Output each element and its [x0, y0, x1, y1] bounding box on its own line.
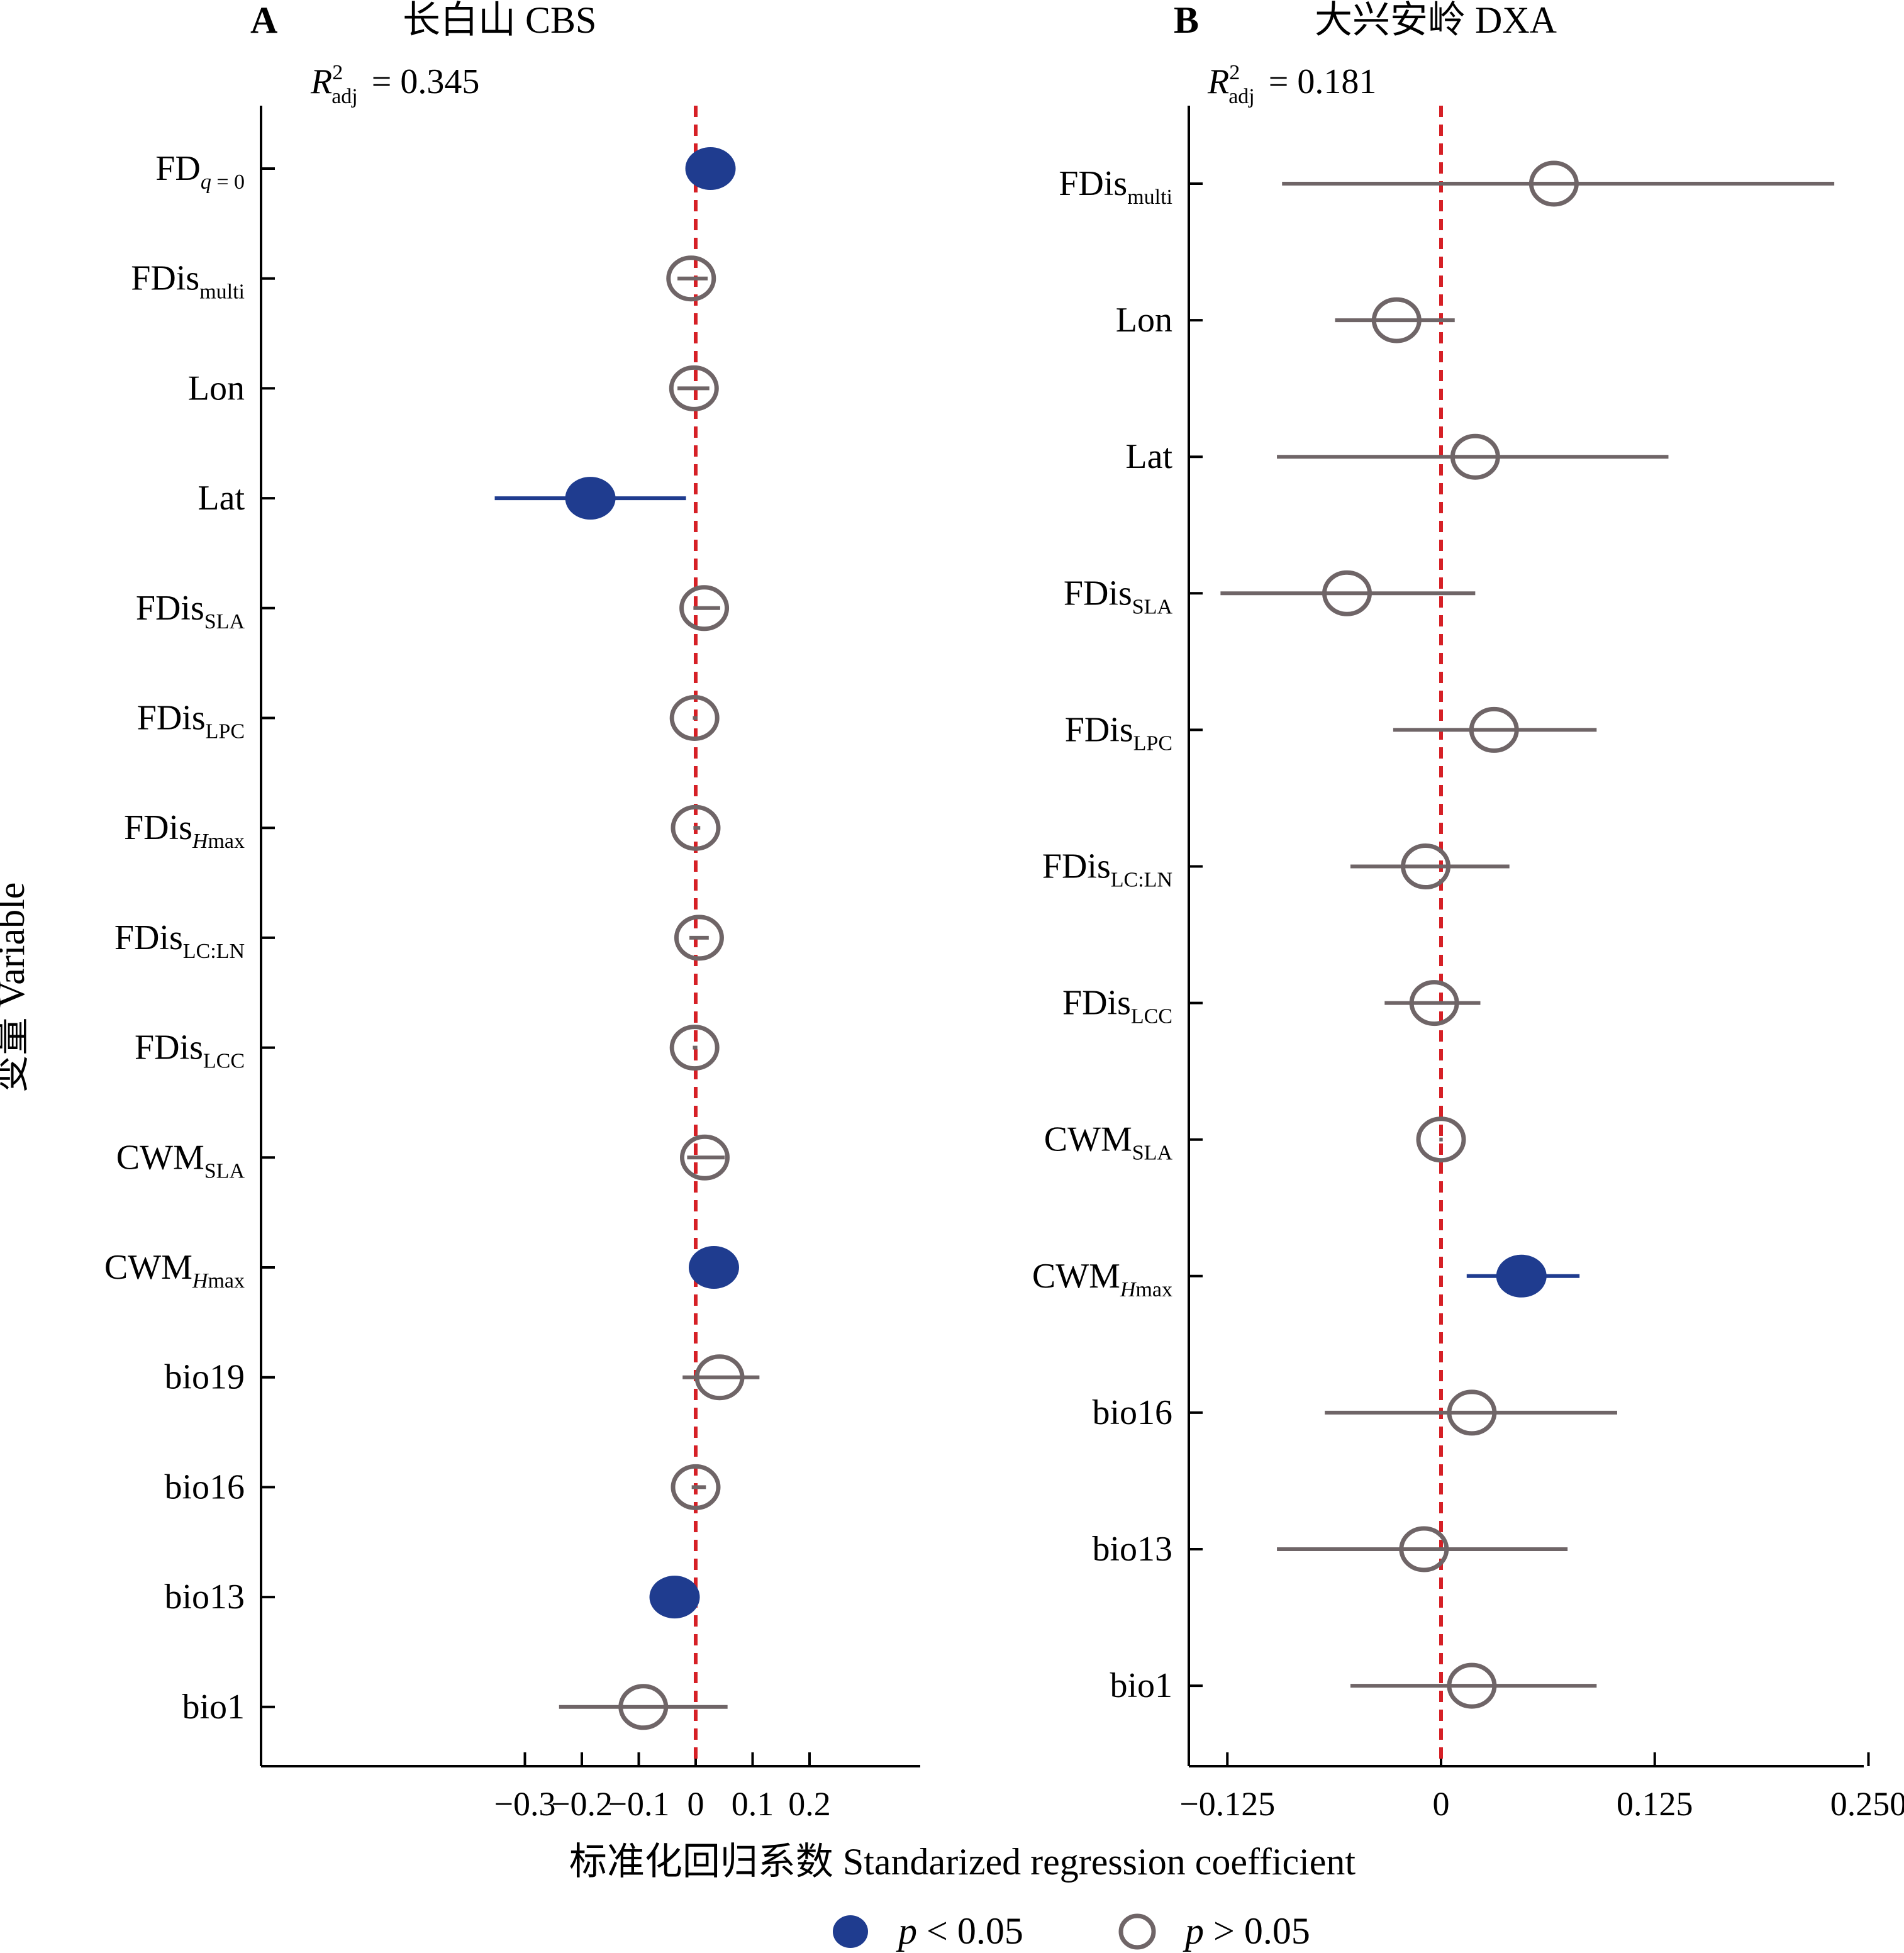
x-axis-title: 标准化回归系数 Standarized regression coefficie…	[569, 1841, 1356, 1883]
panel-letter: B	[1174, 0, 1199, 41]
variable-label: FDisHmax	[124, 808, 245, 853]
point-estimate-nonsignificant	[1401, 843, 1451, 889]
point-estimate-nonsignificant	[1447, 1662, 1497, 1709]
legend-significant-label: p < 0.05	[896, 1910, 1023, 1952]
point-estimate-nonsignificant	[618, 1684, 669, 1730]
x-tick-label: −0.1	[608, 1785, 670, 1823]
variable-label: FDisLCC	[135, 1028, 245, 1073]
variable-label: bio16	[164, 1467, 245, 1506]
variable-label: FDisLC:LN	[1042, 847, 1172, 892]
legend-nonsignificant-label: p > 0.05	[1183, 1910, 1310, 1952]
r2-adj-label: R2 adj = 0.181	[1207, 61, 1376, 108]
x-tick-label: 0.125	[1617, 1785, 1693, 1823]
point-estimate-nonsignificant	[679, 1134, 730, 1181]
variable-label: bio13	[164, 1577, 245, 1616]
variable-label: FDq = 0	[155, 149, 245, 194]
point-estimate-nonsignificant	[1409, 980, 1459, 1027]
point-estimate-nonsignificant	[1399, 1526, 1449, 1572]
point-estimate-nonsignificant	[1447, 1389, 1497, 1436]
variable-label: FDisLC:LN	[114, 918, 245, 963]
x-tick-label: 0	[688, 1785, 704, 1823]
variable-label: Lon	[188, 369, 245, 408]
point-estimate-significant	[685, 147, 736, 190]
panel-b-daxinganling: −0.125 0 0.125 0.250 B 大兴安岭 DXA R2 adj = 0.181 F…	[1032, 0, 1904, 1823]
variable-label: Lat	[198, 479, 245, 518]
panel-letter: A	[250, 0, 277, 41]
point-estimate-significant	[1496, 1254, 1547, 1298]
variable-label: bio13	[1092, 1530, 1172, 1569]
variable-label: bio16	[1092, 1393, 1172, 1432]
panel-title: 长白山 CBS	[403, 0, 596, 41]
point-estimate-nonsignificant	[1469, 706, 1519, 753]
variable-label: FDisSLA	[136, 589, 245, 633]
x-tick-label: 0	[1433, 1785, 1450, 1823]
legend-nonsignificant-marker	[1118, 1913, 1156, 1950]
variable-label: CWMSLA	[116, 1138, 245, 1182]
point-estimate-nonsignificant	[669, 365, 719, 411]
variable-label: bio19	[164, 1358, 245, 1397]
point-estimate-significant	[688, 1246, 739, 1289]
legend-significant-marker	[833, 1915, 868, 1948]
point-estimate-nonsignificant	[669, 695, 720, 741]
legend: p < 0.05 p > 0.05	[833, 1910, 1310, 1952]
variable-label: Lon	[1116, 301, 1172, 340]
point-estimate-nonsignificant	[674, 915, 724, 961]
point-estimate-nonsignificant	[1371, 297, 1422, 343]
point-estimate-nonsignificant	[1322, 570, 1372, 616]
variable-label: CWMHmax	[104, 1248, 245, 1293]
point-estimate-nonsignificant	[671, 804, 721, 851]
variable-label: FDisLPC	[137, 699, 245, 743]
x-tick-label: 0.1	[732, 1785, 774, 1823]
point-estimate-nonsignificant	[669, 1025, 720, 1071]
point-estimate-nonsignificant	[1450, 433, 1500, 480]
x-tick-label: −0.2	[551, 1785, 613, 1823]
variable-label: CWMHmax	[1032, 1257, 1172, 1301]
panel-title: 大兴安岭 DXA	[1315, 0, 1557, 41]
x-tick-label: 0.250	[1830, 1785, 1904, 1823]
x-tick-label: −0.125	[1179, 1785, 1275, 1823]
point-estimate-significant	[649, 1576, 700, 1619]
variable-label: FDismulti	[131, 259, 245, 304]
point-estimate-nonsignificant	[1528, 160, 1579, 207]
variable-label: FDismulti	[1059, 164, 1172, 209]
variable-label: CWMSLA	[1044, 1120, 1173, 1165]
variable-label: FDisLPC	[1065, 710, 1172, 755]
point-estimate-nonsignificant	[666, 255, 716, 302]
r2-adj-label: R2 adj = 0.345	[310, 61, 479, 108]
point-estimate-significant	[565, 477, 616, 520]
y-axis-title: 变量 Variable	[0, 882, 32, 1093]
variable-label: bio1	[182, 1688, 245, 1727]
variable-label: FDisLCC	[1062, 984, 1172, 1028]
point-estimate-nonsignificant	[694, 1354, 745, 1401]
variable-label: bio1	[1110, 1666, 1172, 1705]
x-tick-label: 0.2	[788, 1785, 831, 1823]
point-estimate-nonsignificant	[671, 1464, 721, 1510]
variable-label: FDisSLA	[1064, 574, 1173, 618]
x-tick-label: −0.3	[494, 1785, 556, 1823]
variable-label: Lat	[1125, 437, 1172, 476]
point-estimate-nonsignificant	[1416, 1116, 1466, 1163]
panel-a-changbaishan: −0.3−0.2−0.1 0 0.1 0.2 A 长白山 CBS R2 adj = 0.345…	[104, 0, 920, 1823]
point-estimate-nonsignificant	[679, 585, 730, 632]
